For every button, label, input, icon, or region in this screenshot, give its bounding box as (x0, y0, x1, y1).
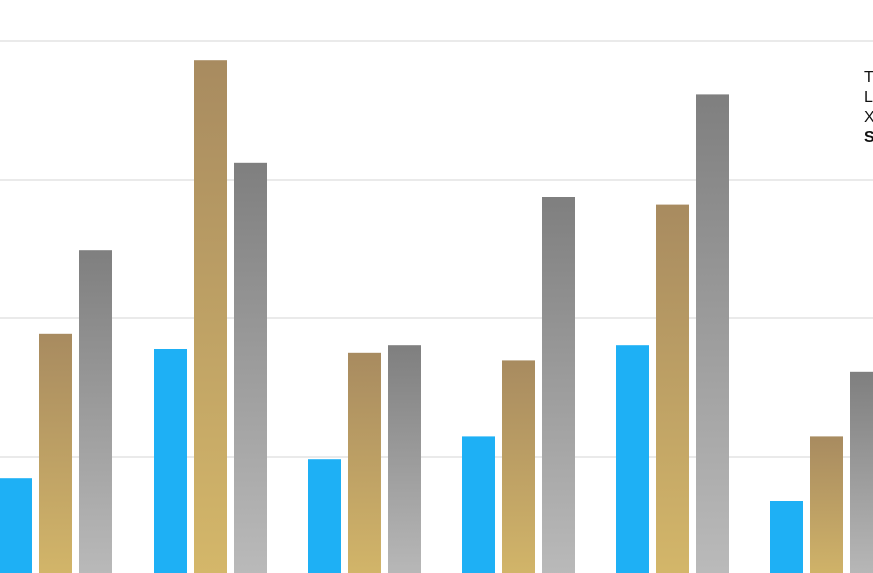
bar-series-2-group-4 (502, 360, 535, 573)
bar-series-3-group-3 (388, 345, 421, 573)
bars (0, 60, 873, 573)
bar-series-3-group-2 (234, 162, 267, 573)
bar-series-3-group-1 (79, 250, 112, 573)
bar-series-3-group-6 (850, 371, 873, 573)
bar-series-1-group-5 (616, 345, 649, 573)
bar-series-1-group-1 (0, 478, 32, 573)
gridlines (0, 40, 873, 458)
legend-fragment-1: T (864, 69, 873, 86)
bar-series-3-group-5 (696, 94, 729, 573)
bar-series-2-group-1 (39, 333, 72, 573)
legend-fragment-3: X (864, 109, 873, 126)
bar-series-2-group-5 (656, 204, 689, 573)
bar-series-2-group-2 (194, 60, 227, 573)
bar-series-1-group-2 (154, 349, 187, 573)
legend-fragment-2: L (864, 89, 873, 106)
bar-series-2-group-3 (348, 352, 381, 573)
bar-series-1-group-4 (462, 436, 495, 573)
bar-series-3-group-4 (542, 197, 575, 573)
bar-series-1-group-3 (308, 459, 341, 573)
bar-series-1-group-6 (770, 501, 803, 573)
legend-fragment-4: S (864, 129, 873, 146)
bar-series-2-group-6 (810, 436, 843, 573)
